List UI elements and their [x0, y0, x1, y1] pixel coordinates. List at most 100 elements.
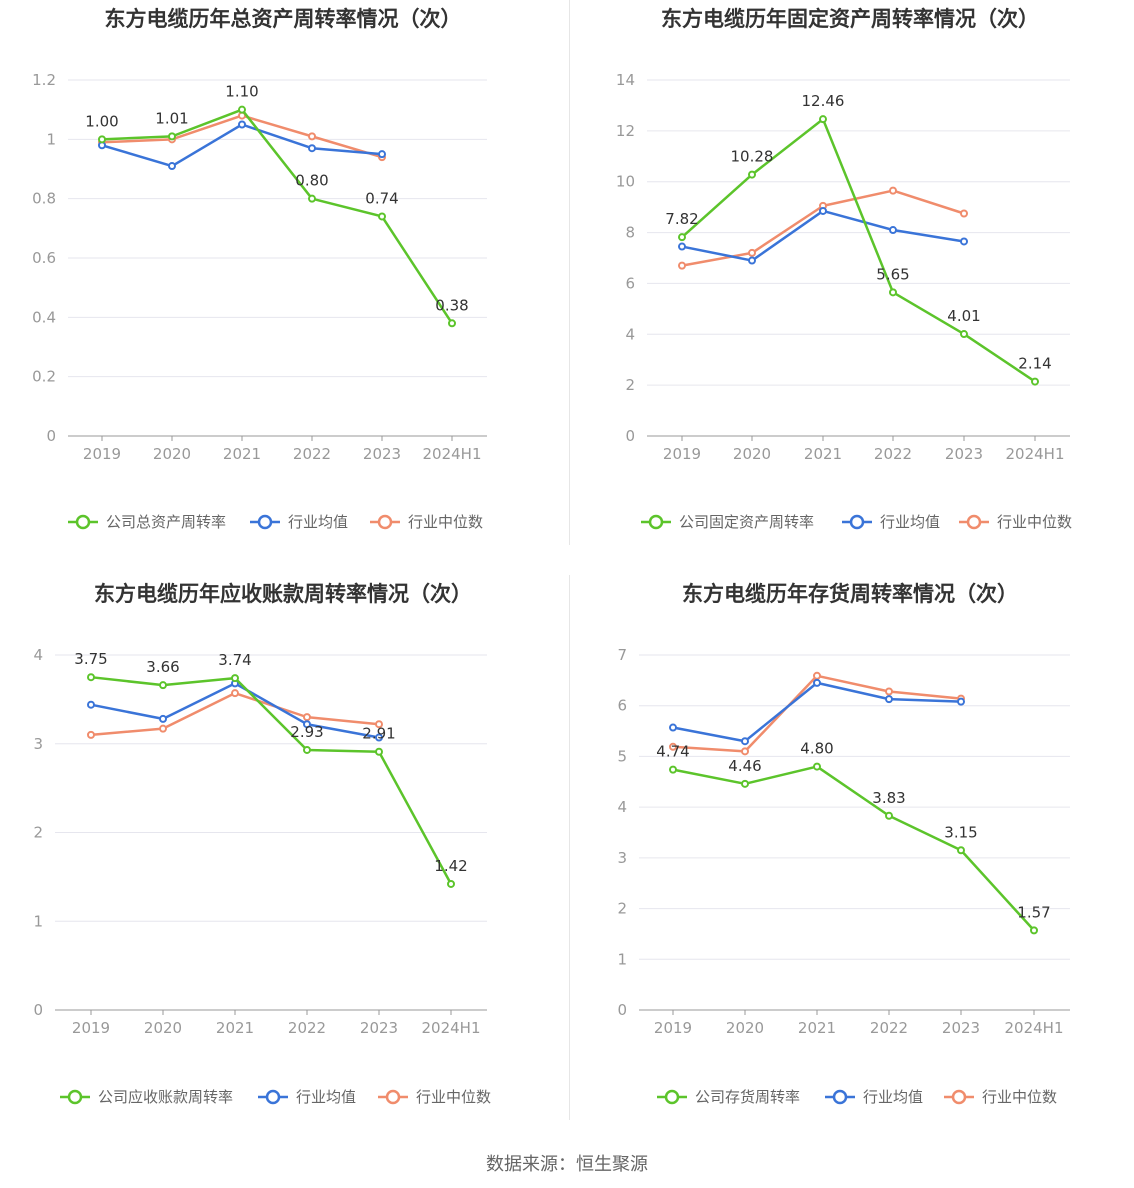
data-label: 3.75 — [74, 650, 107, 668]
legend-item-industry_median[interactable]: 行业中位数 — [370, 513, 483, 531]
y-tick-label: 2 — [617, 900, 627, 918]
data-point-company — [741, 779, 749, 788]
legend-marker — [664, 1089, 680, 1105]
legend-item-industry_avg[interactable]: 行业均值 — [258, 1088, 356, 1106]
data-point-industry_median — [748, 248, 756, 257]
x-tick-label: 2023 — [942, 1019, 980, 1037]
data-point-industry_avg — [960, 237, 968, 246]
legend-item-industry_avg[interactable]: 行业均值 — [250, 513, 348, 531]
data-label: 2.93 — [290, 723, 323, 741]
data-label: 4.01 — [947, 307, 980, 325]
legend-marker — [966, 514, 982, 530]
chart-title: 东方电缆历年应收账款周转率情况（次） — [94, 582, 472, 606]
data-point-company — [308, 194, 316, 203]
y-tick-label: 8 — [625, 224, 635, 242]
legend-label: 公司存货周转率 — [695, 1088, 800, 1106]
x-tick-label: 2024H1 — [422, 1019, 481, 1037]
y-tick-label: 5 — [617, 747, 627, 765]
data-point-industry_median — [87, 730, 95, 739]
data-point-company — [159, 681, 167, 690]
legend-item-industry_median[interactable]: 行业中位数 — [944, 1088, 1057, 1106]
data-label: 1.00 — [85, 112, 118, 130]
y-tick-label: 4 — [625, 325, 635, 343]
legend-item-industry_avg[interactable]: 行业均值 — [842, 513, 940, 531]
y-tick-label: 0.4 — [32, 308, 56, 326]
x-tick-label: 2024H1 — [1005, 1019, 1064, 1037]
data-point-industry_median — [231, 689, 239, 698]
chart-title: 东方电缆历年固定资产周转率情况（次） — [661, 7, 1039, 31]
legend-item-industry_median[interactable]: 行业中位数 — [378, 1088, 491, 1106]
x-tick-label: 2019 — [654, 1019, 692, 1037]
y-tick-label: 0 — [46, 427, 56, 445]
data-point-industry_median — [741, 747, 749, 756]
y-tick-label: 1 — [33, 912, 43, 930]
x-tick-label: 2022 — [874, 445, 912, 463]
data-label: 2.14 — [1018, 355, 1051, 373]
legend-item-company[interactable]: 公司总资产周转率 — [68, 513, 226, 531]
legend-label: 行业均值 — [863, 1088, 923, 1106]
data-label: 1.57 — [1017, 903, 1050, 921]
data-label: 4.74 — [656, 743, 689, 761]
data-source: 数据来源：恒生聚源 — [486, 1154, 648, 1175]
data-point-industry_median — [678, 261, 686, 270]
data-point-company — [669, 765, 677, 774]
data-label: 1.42 — [434, 857, 467, 875]
data-point-industry_median — [813, 671, 821, 680]
data-label: 2.91 — [362, 725, 395, 743]
data-point-industry_avg — [678, 242, 686, 251]
data-label: 10.28 — [731, 148, 774, 166]
y-tick-label: 0.8 — [32, 190, 56, 208]
legend-item-industry_avg[interactable]: 行业均值 — [825, 1088, 923, 1106]
data-label: 3.83 — [872, 789, 905, 807]
y-tick-label: 14 — [616, 71, 635, 89]
legend-item-company[interactable]: 公司固定资产周转率 — [641, 513, 814, 531]
data-point-company — [885, 811, 893, 820]
legend-label: 行业中位数 — [416, 1088, 491, 1106]
y-tick-label: 1 — [617, 950, 627, 968]
data-point-industry_avg — [741, 737, 749, 746]
legend-item-company[interactable]: 公司应收账款周转率 — [60, 1088, 233, 1106]
chart-title: 东方电缆历年总资产周转率情况（次） — [105, 7, 462, 31]
data-label: 1.01 — [155, 109, 188, 127]
legend-marker — [832, 1089, 848, 1105]
x-tick-label: 2023 — [360, 1019, 398, 1037]
series-line-company — [681, 117, 1036, 383]
chart-panel-total-asset-turnover: 东方电缆历年总资产周转率情况（次） 0 0.2 0.4 0.6 0.8 1 1.2 2019 20… — [0, 0, 567, 560]
x-tick-label: 2023 — [363, 445, 401, 463]
data-point-industry_avg — [957, 697, 965, 706]
data-point-industry_median — [885, 687, 893, 696]
legend-item-company[interactable]: 公司存货周转率 — [657, 1088, 800, 1106]
y-tick-label: 0 — [33, 1001, 43, 1019]
data-label: 7.82 — [665, 210, 698, 228]
x-tick-label: 2022 — [870, 1019, 908, 1037]
data-point-company — [378, 212, 386, 221]
x-tick-label: 2019 — [663, 445, 701, 463]
legend-label: 公司总资产周转率 — [106, 513, 226, 531]
legend-marker — [648, 514, 664, 530]
x-tick-label: 2021 — [216, 1019, 254, 1037]
legend-marker — [67, 1089, 83, 1105]
data-point-industry_median — [308, 132, 316, 141]
data-point-industry_avg — [885, 695, 893, 704]
data-point-company — [168, 132, 176, 141]
data-label: 0.74 — [365, 189, 398, 207]
y-tick-label: 10 — [616, 173, 635, 191]
data-point-industry_median — [960, 209, 968, 218]
data-point-company — [678, 233, 686, 242]
series-line-company — [90, 675, 453, 885]
y-tick-label: 1.2 — [32, 71, 56, 89]
x-tick-label: 2020 — [733, 445, 771, 463]
data-point-industry_avg — [889, 226, 897, 235]
data-label: 5.65 — [876, 265, 909, 283]
x-tick-label: 2021 — [798, 1019, 836, 1037]
data-point-industry_avg — [375, 733, 383, 742]
data-point-company — [303, 745, 311, 754]
data-label: 1.10 — [225, 83, 258, 101]
chart-inventory-turnover: 东方电缆历年存货周转率情况（次） 0 1 2 3 4 5 6 7 2019 2020 2021 2022… — [617, 582, 1070, 1106]
data-point-company — [813, 762, 821, 771]
legend-label: 行业均值 — [880, 513, 940, 531]
legend-marker — [75, 514, 91, 530]
legend-item-industry_median[interactable]: 行业中位数 — [959, 513, 1072, 531]
data-point-company — [1031, 377, 1039, 386]
data-point-industry_median — [375, 720, 383, 729]
